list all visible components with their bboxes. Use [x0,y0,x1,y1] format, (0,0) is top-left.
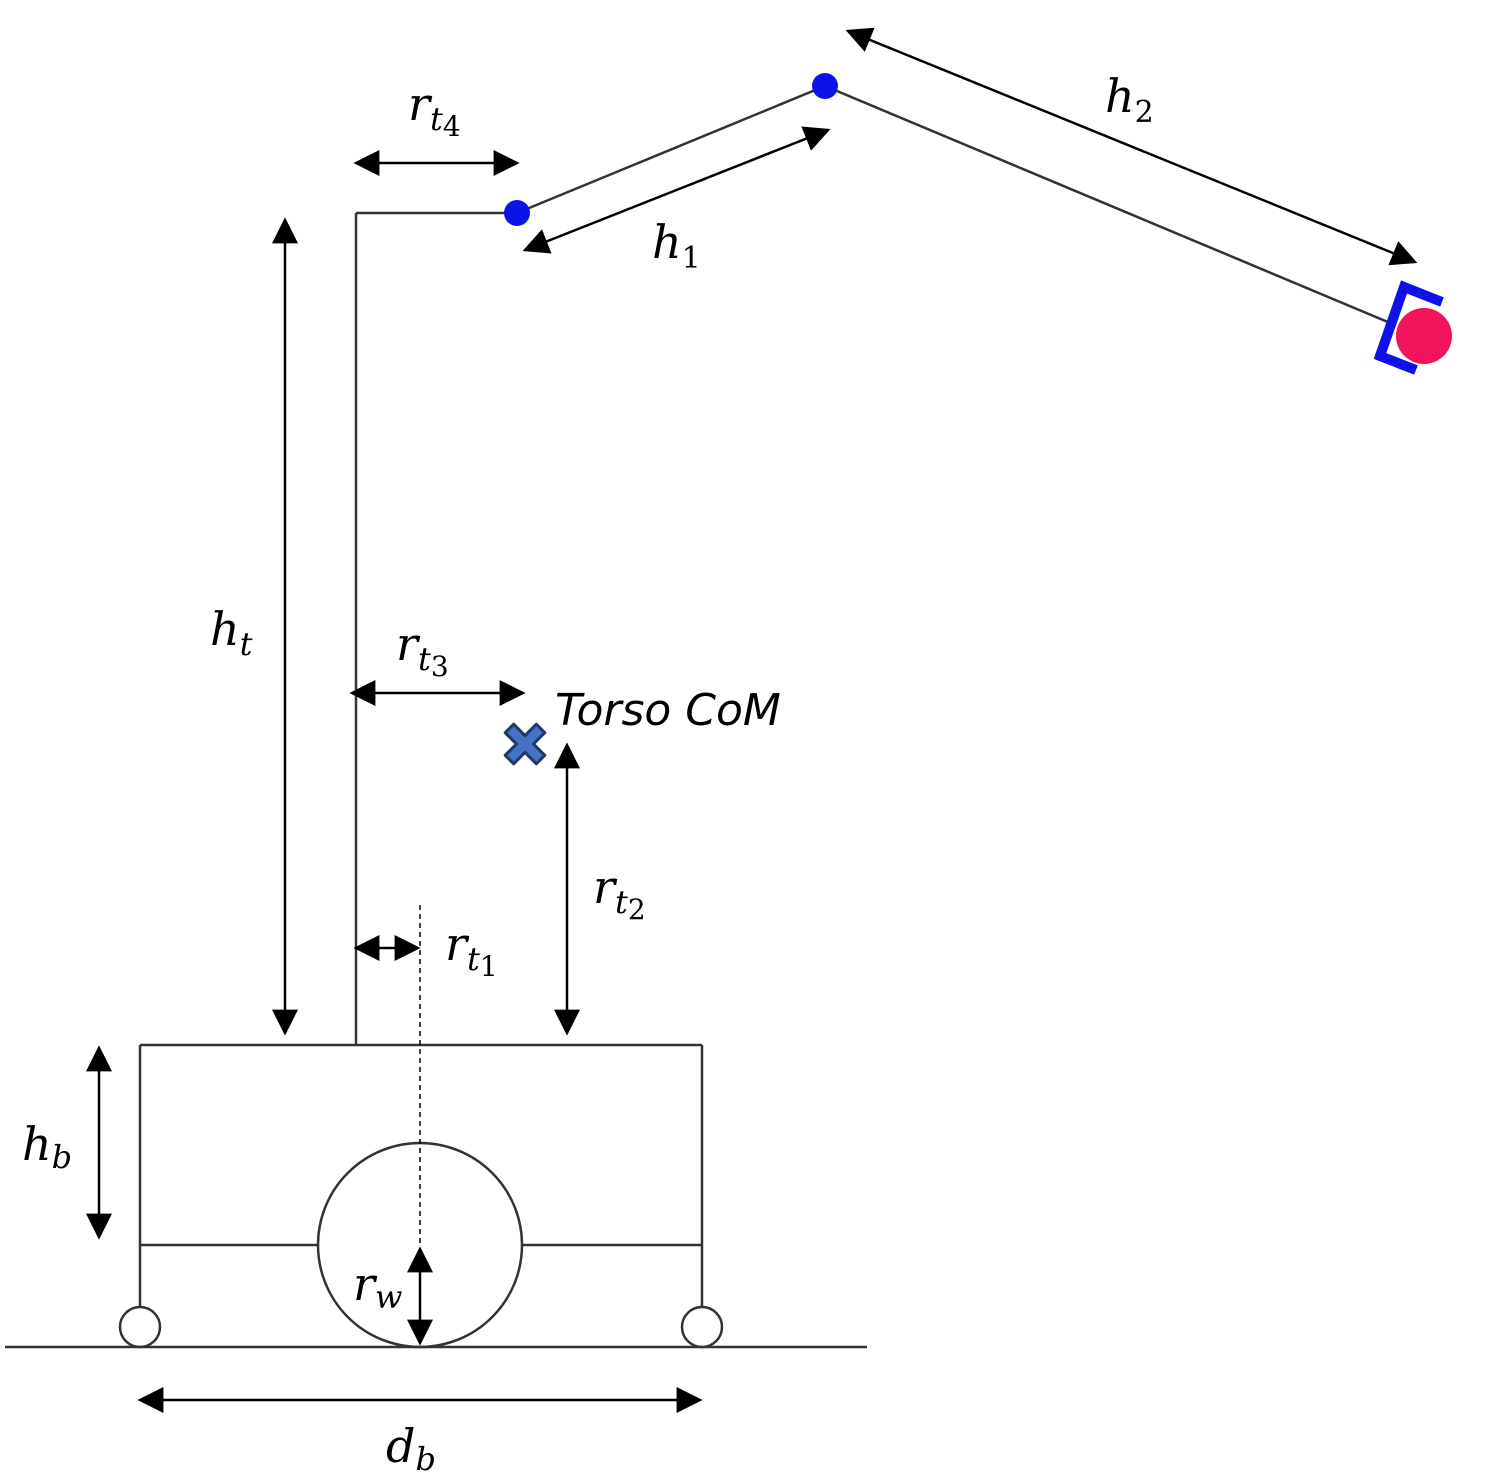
robot-base [138,1043,704,1308]
elbow-joint [812,73,838,99]
shoulder-joint [504,200,530,226]
ht-label: ht [210,602,253,663]
rt2-label: rt2 [593,860,646,926]
gripper-icon [1373,280,1444,375]
hb-label: hb [22,1117,72,1176]
target-object [1396,308,1452,364]
caster-wheel-right [680,1305,724,1349]
rt1-label: rt1 [445,917,498,983]
rt3-label: rt3 [396,617,449,683]
torso-com-label: Torso CoM [555,685,781,736]
robot-torso [354,211,517,1045]
caster-wheel-left [118,1305,162,1349]
h1-label: h1 [652,215,701,276]
db-label: db [386,1419,436,1478]
h2-arrow [845,27,1418,266]
h2-label: h2 [1105,69,1154,130]
torso-com-marker [503,722,547,766]
rw-label: rw [353,1257,402,1316]
h1-arrow [522,126,831,254]
rt4-label: rt4 [408,77,461,143]
